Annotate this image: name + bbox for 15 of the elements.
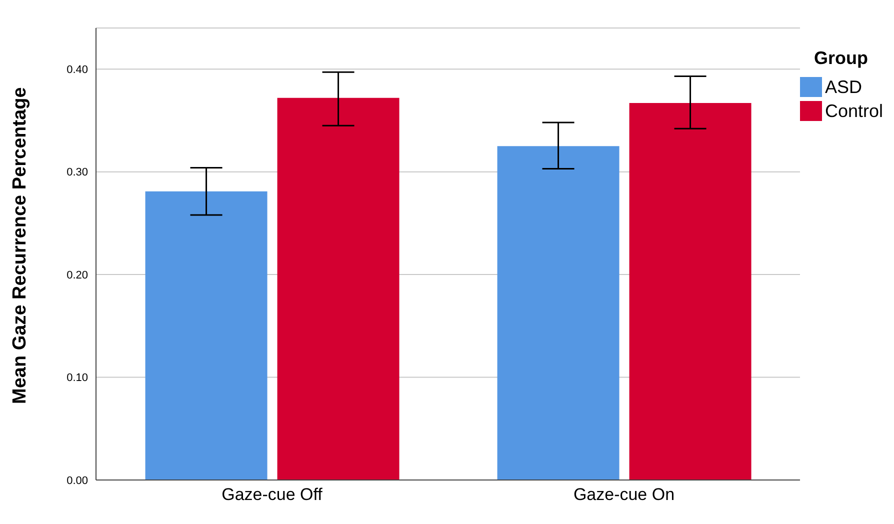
x-tick-label: Gaze-cue Off [222, 485, 323, 504]
bar [629, 102, 752, 480]
bar [497, 146, 620, 480]
y-tick-label: 0.00 [66, 474, 88, 487]
bar [277, 98, 400, 480]
y-tick-label: 0.30 [66, 166, 88, 179]
y-axis-title: Mean Gaze Recurrence Percentage [10, 87, 31, 404]
x-tick-label: Gaze-cue On [573, 485, 675, 504]
bar [145, 191, 268, 480]
y-tick-label: 0.40 [66, 64, 88, 76]
legend-label: Control [825, 100, 884, 122]
legend-label: ASD [825, 76, 862, 98]
y-tick-label: 0.10 [66, 372, 88, 384]
legend-title: Group [813, 48, 869, 69]
y-tick-label: 0.20 [66, 269, 88, 282]
